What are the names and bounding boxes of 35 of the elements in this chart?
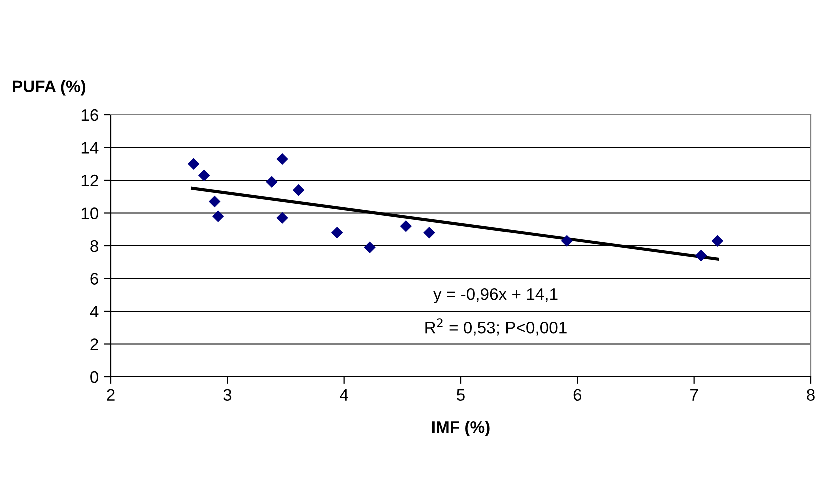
point [188,158,200,170]
x-tick-label: 7 [690,389,698,401]
y-tick-label: 10 [82,208,99,220]
point [198,170,210,182]
y-tick-label: 8 [90,240,98,252]
point [292,184,305,196]
y-tick-label: 2 [90,338,98,350]
point [400,220,412,232]
y-tick-label: 4 [90,306,99,318]
point [208,196,221,208]
point [712,235,724,247]
x-tick-label: 8 [807,389,815,402]
point [266,176,278,188]
annotation: y = -0,96x + 14,1 [434,288,558,304]
point [364,242,376,254]
y-tick-label: 16 [82,109,98,122]
y-tick-label: 6 [90,273,98,285]
point [331,227,344,239]
x-tick-label: 4 [340,389,348,401]
x-axis-title: IMF (%) [432,421,490,437]
y-tick-label: 14 [82,142,99,154]
point [561,235,574,247]
y-tick-label: 12 [82,174,98,187]
x-tick-label: 3 [224,389,232,402]
x-tick-label: 2 [107,389,115,401]
annotation: R$^{2}$ = 0,53; P<0,001 [426,318,567,336]
point [424,227,436,239]
point [276,212,288,224]
point [212,210,224,222]
y-tick-label: 0 [90,371,99,384]
point [276,153,288,166]
x-tick-label: 6 [574,389,582,402]
x-tick-label: 5 [457,389,465,402]
point [695,250,708,262]
y-axis-title: PUFA (%) [13,80,86,96]
